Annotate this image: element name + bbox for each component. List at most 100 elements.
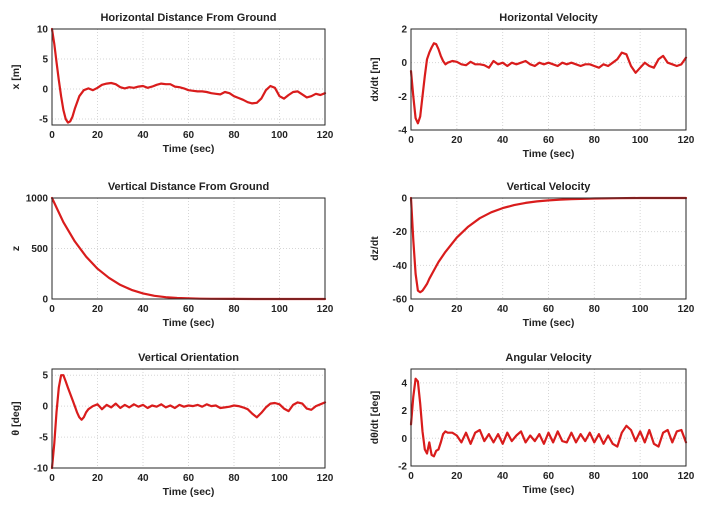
chart-1-ytick-label-1: -2 (398, 92, 407, 103)
chart-1-xtick-label-1: 20 (451, 135, 463, 146)
chart-1-xtick-label-5: 100 (632, 135, 649, 146)
chart-1-ytick-label-0: -4 (398, 126, 407, 137)
chart-1-xtick-label-2: 40 (497, 135, 509, 146)
chart-4-xtick-label-4: 80 (228, 473, 240, 484)
chart-2-xlabel: Time (sec) (163, 317, 215, 329)
chart-4-xtick-label-1: 20 (92, 473, 104, 484)
chart-3-xtick-label-3: 60 (543, 304, 555, 315)
chart-4: 0 20 40 60 80 100 120 -10 -5 0 5 Vertical Orientati… (10, 352, 334, 498)
chart-1-xtick-label-6: 120 (678, 135, 695, 146)
chart-5-ytick-label-3: 4 (401, 378, 407, 389)
chart-2-xtick-label-3: 60 (183, 304, 195, 315)
chart-3-ylabel: dz/dt (369, 236, 381, 261)
chart-5-series-0 (409, 377, 688, 458)
chart-1-xtick-label-0: 0 (408, 135, 414, 146)
chart-2-xtick-label-4: 80 (228, 304, 240, 315)
chart-2-title: Vertical Distance From Ground (108, 181, 269, 193)
chart-3-xtick-label-0: 0 (408, 304, 414, 315)
chart-0-ytick-label-3: 10 (37, 25, 49, 36)
chart-4-frame (51, 368, 326, 469)
chart-1-title: Horizontal Velocity (499, 12, 598, 24)
chart-5-xtick-label-1: 20 (451, 471, 463, 482)
chart-3-ytick-label-3: 0 (401, 194, 407, 205)
chart-1-xtick-label-4: 80 (589, 135, 601, 146)
chart-3-ytick-label-2: -20 (393, 227, 408, 238)
chart-5-xtick-label-2: 40 (497, 471, 509, 482)
chart-5-xtick-label-3: 60 (543, 471, 555, 482)
chart-5-xtick-label-6: 120 (678, 471, 695, 482)
chart-1: 0 20 40 60 80 100 120 -4 -2 0 2 Horizontal Velocity… (369, 12, 695, 160)
chart-3-ytick-label-0: -60 (393, 295, 408, 306)
chart-5-ytick-label-1: 0 (401, 434, 407, 445)
chart-4-ylabel: θ [deg] (10, 401, 22, 435)
chart-0-xtick-label-3: 60 (183, 130, 195, 141)
chart-0-xtick-label-6: 120 (317, 130, 334, 141)
chart-3-xlabel: Time (sec) (523, 317, 575, 329)
chart-0-ytick-label-2: 5 (42, 55, 48, 66)
chart-4-title: Vertical Orientation (138, 352, 239, 364)
chart-5-frame (410, 368, 687, 467)
chart-5-ytick-label-2: 2 (401, 406, 407, 417)
chart-4-ytick-label-2: 0 (42, 402, 48, 413)
chart-1-ylabel: dx/dt [m] (369, 57, 381, 101)
chart-1-xtick-label-3: 60 (543, 135, 555, 146)
chart-0-xtick-label-2: 40 (137, 130, 149, 141)
chart-2: 0 20 40 60 80 100 120 0 500 1000 Vertical Distance… (10, 181, 334, 329)
chart-0-xtick-label-0: 0 (49, 130, 55, 141)
chart-0-title: Horizontal Distance From Ground (100, 12, 276, 24)
chart-5-xtick-label-4: 80 (589, 471, 601, 482)
chart-3-frame (410, 197, 687, 300)
chart-2-ylabel: z (10, 246, 22, 251)
chart-2-xtick-label-6: 120 (317, 304, 334, 315)
chart-4-xtick-label-0: 0 (49, 473, 55, 484)
chart-0-ytick-label-1: 0 (42, 85, 48, 96)
chart-3-series-0 (409, 196, 688, 294)
chart-2-ytick-label-2: 1000 (26, 194, 49, 205)
chart-3-xtick-label-6: 120 (678, 304, 695, 315)
chart-0-ylabel: x [m] (10, 64, 22, 89)
chart-4-xlabel: Time (sec) (163, 486, 215, 498)
chart-5-xlabel: Time (sec) (523, 484, 575, 496)
chart-1-series-0 (409, 42, 688, 125)
chart-0-series-0 (50, 27, 327, 124)
chart-2-xtick-label-2: 40 (137, 304, 149, 315)
chart-5-ylabel: dθ/dt [deg] (369, 391, 381, 445)
chart-2-xtick-label-0: 0 (49, 304, 55, 315)
chart-4-xtick-label-2: 40 (137, 473, 149, 484)
chart-2-ytick-label-1: 500 (31, 244, 48, 255)
chart-0-xlabel: Time (sec) (163, 143, 215, 155)
chart-4-series-0 (50, 374, 327, 470)
chart-3-xtick-label-5: 100 (632, 304, 649, 315)
chart-4-xtick-label-5: 100 (271, 473, 288, 484)
chart-3-xtick-label-2: 40 (497, 304, 509, 315)
chart-4-ytick-label-0: -10 (34, 464, 49, 475)
chart-3-xtick-label-1: 20 (451, 304, 463, 315)
chart-5-title: Angular Velocity (505, 352, 592, 364)
chart-0-xtick-label-4: 80 (228, 130, 240, 141)
chart-5-ytick-label-0: -2 (398, 462, 407, 473)
chart-1-frame (410, 28, 687, 131)
chart-2-xtick-label-1: 20 (92, 304, 104, 315)
chart-4-xtick-label-3: 60 (183, 473, 195, 484)
chart-3-ytick-label-1: -40 (393, 261, 408, 272)
chart-0-frame (51, 28, 326, 126)
chart-4-ytick-label-1: -5 (39, 433, 48, 444)
chart-0-ytick-label-0: -5 (39, 115, 48, 126)
chart-3: 0 20 40 60 80 100 120 -60 -40 -20 0 Vertical Veloci… (369, 181, 695, 329)
chart-0-xtick-label-5: 100 (271, 130, 288, 141)
chart-1-xlabel: Time (sec) (523, 148, 575, 160)
chart-2-ytick-label-0: 0 (42, 295, 48, 306)
chart-5-xtick-label-5: 100 (632, 471, 649, 482)
chart-2-frame (51, 197, 326, 300)
chart-3-xtick-label-4: 80 (589, 304, 601, 315)
chart-2-xtick-label-5: 100 (271, 304, 288, 315)
chart-3-title: Vertical Velocity (507, 181, 592, 193)
chart-1-ytick-label-3: 2 (401, 25, 407, 36)
chart-4-xtick-label-6: 120 (317, 473, 334, 484)
chart-5-xtick-label-0: 0 (408, 471, 414, 482)
chart-0-xtick-label-1: 20 (92, 130, 104, 141)
chart-1-ytick-label-2: 0 (401, 58, 407, 69)
